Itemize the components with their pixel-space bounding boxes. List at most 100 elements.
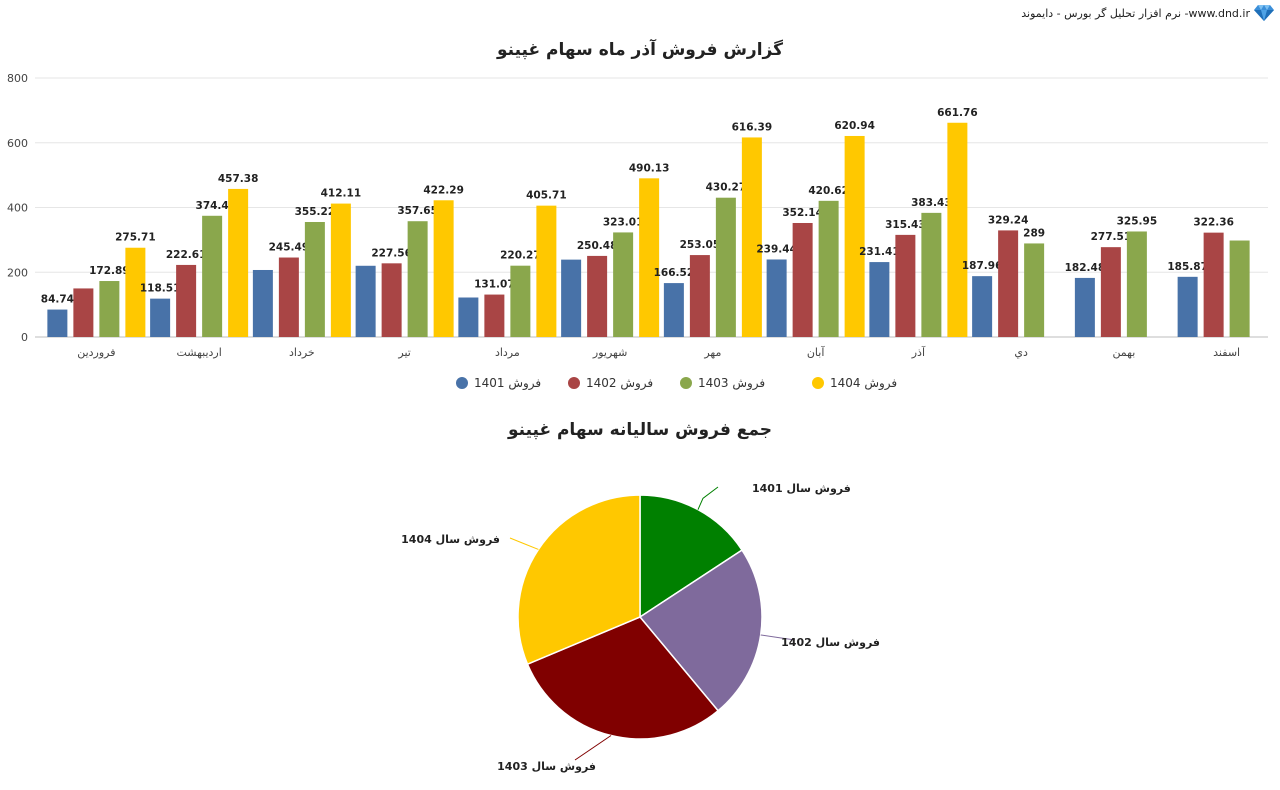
bar-3-6	[613, 232, 634, 337]
pie-chart-title: جمع فروش سالیانه سهام غپینو	[507, 420, 772, 440]
data-label-4-3: 412.11	[321, 188, 362, 200]
data-label-1-1: 84.74	[41, 294, 74, 306]
data-label-2-11: 277.51	[1091, 231, 1132, 243]
data-label-3-4: 357.65	[397, 205, 438, 217]
bar-4-5	[536, 205, 557, 337]
data-label-4-8: 620.94	[834, 120, 875, 132]
legend-label-2: فروش 1402	[586, 376, 653, 391]
bar-1-9	[869, 262, 890, 337]
data-label-3-7: 430.27	[706, 182, 747, 194]
data-label-1-9: 231.41	[859, 246, 900, 258]
data-label-2-5: 131.07	[474, 279, 515, 291]
legend-label-3: فروش 1403	[698, 376, 765, 391]
bar-1-4	[355, 265, 376, 337]
pie-leader-line-1	[697, 486, 719, 510]
y-tick-label-0: 0	[21, 331, 28, 344]
x-tick-label-11: بهمن	[1112, 346, 1135, 359]
bar-4-6	[639, 178, 660, 337]
data-label-3-5: 220.27	[500, 250, 541, 262]
bar-2-3	[278, 257, 299, 337]
data-label-4-2: 457.38	[218, 173, 259, 185]
bar-3-2	[202, 215, 223, 337]
data-label-3-9: 383.43	[911, 197, 952, 209]
data-label-1-8: 239.44	[756, 243, 797, 255]
data-label-4-6: 490.13	[629, 162, 670, 174]
bar-4-9	[947, 122, 968, 337]
legend-label-1: فروش 1401	[474, 376, 541, 391]
legend-marker-3	[680, 377, 692, 389]
data-label-3-11: 325.95	[1117, 215, 1158, 227]
bar-1-10	[972, 276, 993, 337]
data-label-3-3: 355.22	[295, 206, 336, 218]
bar-2-4	[381, 263, 402, 337]
pie-slice-4	[517, 494, 641, 666]
bar-chart-title: گزارش فروش آذر ماه سهام غپینو	[496, 38, 783, 60]
bar-1-8	[766, 259, 787, 337]
diamond-icon	[1254, 4, 1274, 22]
data-label-2-6: 250.48	[577, 240, 618, 252]
y-tick-label-4: 800	[7, 72, 28, 85]
bar-1-7	[663, 283, 684, 337]
data-label-1-11: 182.48	[1065, 262, 1106, 274]
bar-3-10	[1024, 243, 1045, 337]
pie-leader-line-3	[574, 735, 612, 761]
x-tick-label-12: اسفند	[1213, 346, 1240, 359]
legend-label-4: فروش 1404	[830, 376, 897, 391]
legend-marker-1	[456, 377, 468, 389]
bar-4-1	[125, 247, 146, 337]
bar-4-2	[228, 188, 249, 337]
bar-2-5	[484, 294, 505, 337]
bar-3-8	[818, 200, 839, 337]
bar-2-10	[998, 230, 1019, 337]
bar-4-3	[330, 203, 351, 337]
bar-4-8	[844, 135, 865, 337]
data-label-1-12: 185.87	[1167, 261, 1208, 273]
data-label-4-4: 422.29	[423, 184, 464, 196]
data-label-2-9: 315.43	[885, 219, 926, 231]
y-tick-label-3: 600	[7, 137, 28, 150]
y-tick-label-2: 400	[7, 202, 28, 215]
brand-text: نرم افزار تحلیل گر بورس - دایموند -www.d…	[1021, 6, 1250, 20]
bar-1-1	[47, 309, 68, 337]
bar-3-7	[715, 197, 736, 337]
data-label-1-2: 118.51	[140, 283, 181, 295]
data-label-4-1: 275.71	[115, 232, 156, 244]
data-label-3-1: 172.89	[89, 265, 130, 277]
bar-1-6	[561, 259, 582, 337]
bar-4-4	[433, 200, 454, 337]
bar-2-2	[176, 264, 197, 337]
pie-leader-line-2	[760, 634, 796, 641]
bar-2-6	[587, 255, 608, 337]
data-label-1-7: 166.52	[654, 267, 695, 279]
bar-1-12	[1177, 276, 1198, 337]
bar-3-12	[1229, 240, 1250, 337]
x-tick-label-9: آذر	[911, 345, 926, 359]
x-tick-label-2: اردیبهشت	[176, 346, 221, 359]
data-label-3-8: 420.62	[808, 185, 849, 197]
pie-label-1: فروش سال 1401	[752, 482, 851, 495]
x-tick-label-10: دي	[1014, 346, 1028, 359]
data-label-2-10: 329.24	[988, 214, 1029, 226]
pie-label-4: فروش سال 1404	[401, 533, 500, 546]
data-label-2-4: 227.56	[371, 247, 412, 259]
x-tick-label-5: مرداد	[495, 346, 520, 359]
bar-1-2	[150, 298, 171, 337]
data-label-2-8: 352.14	[782, 207, 823, 219]
bar-2-11	[1100, 247, 1121, 337]
data-label-4-9: 661.76	[937, 107, 978, 119]
x-tick-label-7: مهر	[703, 346, 721, 359]
bar-1-11	[1074, 277, 1095, 337]
pie-slice-3	[526, 616, 720, 740]
data-label-3-10: 289	[1023, 227, 1045, 239]
x-tick-label-4: تیر	[397, 346, 410, 359]
legend-marker-4	[812, 377, 824, 389]
x-tick-label-3: خرداد	[289, 346, 315, 359]
bar-2-12	[1203, 232, 1224, 337]
pie-label-3: فروش سال 1403	[497, 760, 596, 773]
bar-3-5	[510, 265, 531, 337]
bar-2-9	[895, 234, 916, 337]
header-brand: نرم افزار تحلیل گر بورس - دایموند -www.d…	[1021, 4, 1274, 22]
y-tick-label-1: 200	[7, 266, 28, 279]
data-label-2-7: 253.05	[680, 239, 721, 251]
